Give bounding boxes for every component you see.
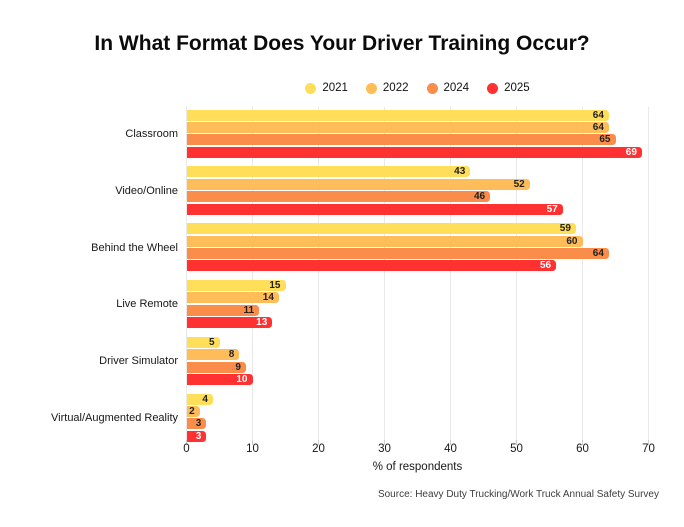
axis-tick [450, 440, 451, 445]
x-axis-label: % of respondents [372, 461, 463, 473]
bar-2021: 64 [186, 109, 609, 121]
legend-item-2025: 2025 [487, 82, 530, 94]
bar-2021: 43 [186, 166, 471, 178]
axis-tick [318, 440, 319, 445]
bar-2022: 60 [186, 235, 583, 247]
bar-value-label: 56 [539, 260, 552, 272]
bar-value-label: 59 [559, 223, 571, 235]
bar-value-label: 64 [592, 109, 604, 121]
category-label: Live Remote [116, 298, 178, 311]
axis-tick [516, 440, 517, 445]
bar-value-label: 69 [625, 146, 637, 158]
bar-2022: 8 [186, 349, 240, 361]
bar-2025: 13 [186, 317, 273, 329]
category-label: Classroom [125, 128, 178, 140]
bar-value-label: 11 [243, 304, 255, 316]
bar-value-label: 8 [228, 349, 235, 361]
legend-item-2024: 2024 [426, 82, 470, 94]
bar-2021: 59 [186, 223, 576, 235]
bar-value-label: 3 [195, 430, 202, 442]
bar-value-label: 64 [592, 247, 604, 259]
gridline [582, 107, 583, 440]
x-tick-label: 70 [642, 443, 655, 455]
bar-2024: 64 [186, 247, 609, 259]
category-label: Driver Simulator [99, 355, 178, 368]
x-tick-label: 40 [444, 443, 457, 455]
legend-dot-icon [487, 82, 499, 94]
gridline [318, 107, 319, 440]
bar-2024: 9 [186, 361, 246, 373]
gridline [516, 107, 517, 440]
x-tick-label: 60 [576, 443, 589, 455]
legend-dot-icon [365, 82, 377, 94]
gridline [384, 107, 385, 440]
gridline [186, 107, 187, 440]
bar-value-label: 43 [454, 166, 466, 178]
bar-2021: 15 [186, 279, 286, 291]
chart-title: In What Format Does Your Driver Training… [94, 32, 590, 55]
bar-value-label: 10 [236, 373, 248, 385]
legend-label: 2024 [443, 82, 470, 94]
axis-tick [186, 440, 187, 445]
axis-tick [252, 440, 253, 445]
bar-value-label: 2 [189, 405, 195, 417]
category-label: Video/Online [115, 184, 178, 197]
x-tick-label: 20 [312, 443, 325, 455]
legend-label: 2022 [382, 82, 409, 94]
gridline [450, 107, 451, 440]
bar-value-label: 60 [566, 235, 578, 247]
source-note: Source: Heavy Duty Trucking/Work Truck A… [377, 489, 659, 500]
category-label: Behind the Wheel [91, 241, 178, 254]
bar-2022: 64 [186, 121, 609, 133]
bar-2024: 65 [186, 134, 616, 146]
legend-label: 2021 [322, 82, 348, 94]
legend-item-2022: 2022 [365, 82, 409, 94]
x-tick-label: 10 [246, 443, 259, 455]
bar-2024: 11 [186, 304, 260, 316]
bar-value-label: 5 [208, 336, 215, 348]
legend: 2021 2022 2024 2025 [186, 82, 649, 94]
bar-2024: 46 [186, 191, 491, 203]
bar-2025: 69 [186, 146, 642, 158]
gridline [648, 107, 649, 440]
bar-value-label: 13 [256, 317, 268, 329]
bar-2025: 10 [186, 373, 253, 385]
bar-2022: 14 [186, 292, 279, 304]
bar-value-label: 64 [592, 121, 604, 133]
bar-value-label: 14 [262, 292, 274, 304]
bar-2025: 57 [186, 203, 563, 215]
x-tick-label: 50 [510, 443, 523, 455]
bar-value-label: 3 [195, 418, 202, 430]
bar-2025: 3 [186, 430, 207, 442]
gridline [252, 107, 253, 440]
bar-value-label: 52 [513, 178, 525, 190]
bar-value-label: 4 [202, 393, 208, 405]
bar-value-label: 46 [473, 191, 486, 203]
bar-2025: 56 [186, 260, 557, 272]
legend-dot-icon [426, 82, 438, 94]
bar-2024: 3 [186, 418, 207, 430]
axis-tick [648, 440, 649, 445]
category-label: Virtual/Augmented Reality [51, 412, 178, 424]
legend-label: 2025 [504, 82, 530, 94]
x-tick-label: 0 [183, 443, 190, 455]
x-tick-label: 30 [378, 443, 391, 455]
legend-item-2021: 2021 [305, 82, 348, 94]
axis-tick [582, 440, 583, 445]
bar-value-label: 9 [235, 361, 241, 373]
bar-value-label: 65 [599, 134, 611, 146]
bar-2021: 5 [186, 336, 220, 348]
legend-dot-icon [305, 82, 317, 94]
axis-tick [384, 440, 385, 445]
bar-2021: 4 [186, 393, 213, 405]
bar-value-label: 57 [546, 203, 558, 215]
bar-2022: 52 [186, 178, 530, 190]
bar-2022: 2 [186, 405, 200, 417]
bar-value-label: 15 [269, 279, 281, 291]
